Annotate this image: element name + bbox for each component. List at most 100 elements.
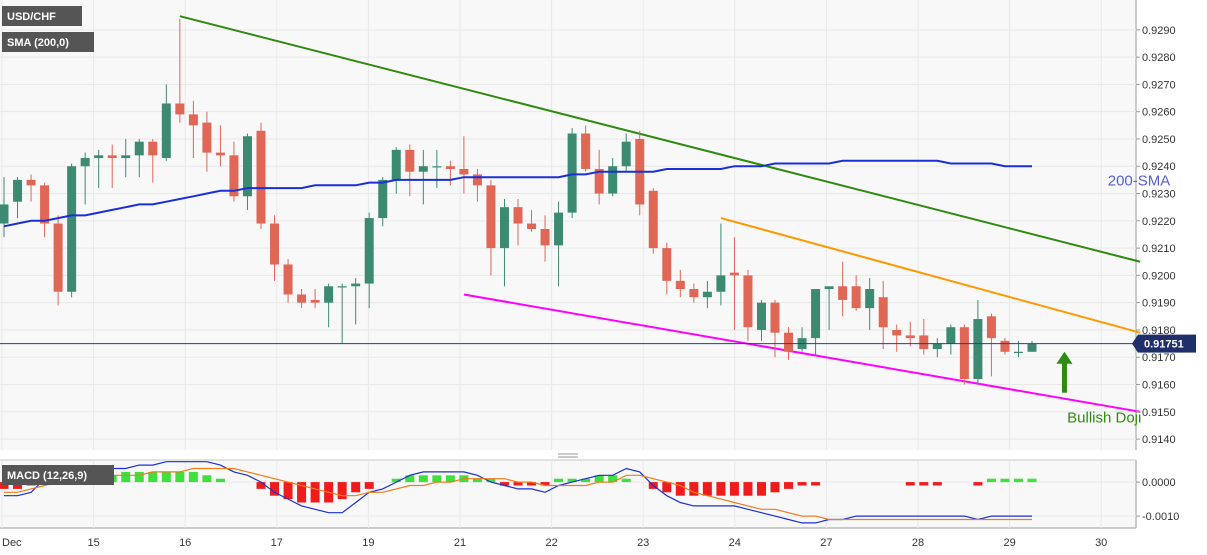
candle xyxy=(94,149,104,189)
candle xyxy=(824,286,834,330)
macd-histogram-bar xyxy=(215,478,225,483)
macd-histogram-bar xyxy=(418,475,428,483)
candle-body xyxy=(13,179,23,202)
trendline xyxy=(463,293,1141,413)
price-tick-label: 0.9200 xyxy=(1142,270,1176,282)
indicator-badge-bg xyxy=(2,32,94,52)
time-tick-label: 17 xyxy=(271,537,283,549)
candle-body xyxy=(973,319,983,380)
candle xyxy=(716,223,726,306)
macd-histogram-bar xyxy=(499,482,509,486)
candle xyxy=(1027,340,1037,352)
candle-body xyxy=(148,141,158,156)
candle xyxy=(675,269,685,298)
candle xyxy=(80,152,90,205)
macd-histogram-bar xyxy=(743,482,753,496)
candle xyxy=(932,338,942,358)
candle xyxy=(297,289,307,309)
price-tick-label: 0.9140 xyxy=(1142,434,1176,446)
price-tick-label: 0.9180 xyxy=(1142,325,1176,337)
macd-histogram-bar xyxy=(675,482,685,496)
candle-body xyxy=(256,130,266,224)
macd-histogram-bar xyxy=(608,475,618,483)
candle-body xyxy=(1013,351,1023,353)
up-arrow-icon xyxy=(1056,351,1073,393)
candle xyxy=(743,269,753,341)
symbol-badge-bg xyxy=(2,6,82,26)
candle-body xyxy=(459,168,469,175)
candle-body xyxy=(851,286,861,309)
candle xyxy=(161,84,171,161)
current-price-badge-bg xyxy=(1138,334,1196,353)
candle-body xyxy=(513,207,523,224)
candle-body xyxy=(865,289,875,309)
candle xyxy=(865,278,875,330)
macd-label: MACD (12,26,9) xyxy=(7,470,87,482)
candle xyxy=(838,261,848,317)
candle-body xyxy=(378,179,388,219)
candle-body xyxy=(472,174,482,186)
candle-body xyxy=(1027,343,1037,352)
macd-histogram-bar xyxy=(581,478,591,483)
candle xyxy=(770,299,780,358)
candle xyxy=(256,122,266,229)
candle-body xyxy=(986,316,996,339)
candle xyxy=(946,324,956,355)
time-tick-label: 30 xyxy=(1095,537,1107,549)
candle-body xyxy=(743,275,753,328)
macd-histogram-bar xyxy=(472,478,482,483)
candle-body xyxy=(107,155,117,159)
candle xyxy=(53,215,63,306)
macd-histogram-bar xyxy=(756,482,766,496)
candle xyxy=(959,324,969,385)
candle xyxy=(513,198,523,246)
candle-body xyxy=(26,179,36,186)
pane-divider[interactable] xyxy=(0,450,1136,460)
candle-body xyxy=(188,114,198,126)
candle-body xyxy=(959,327,969,380)
macd-histogram-bar xyxy=(1027,478,1037,483)
candle xyxy=(418,149,428,205)
macd-histogram-bar xyxy=(784,482,794,489)
macd-histogram-bar xyxy=(621,478,631,483)
macd-histogram-bar xyxy=(702,482,712,496)
sma-200-line xyxy=(3,159,1032,228)
candle-body xyxy=(499,207,509,249)
candle-body xyxy=(756,302,766,330)
time-tick-label: 24 xyxy=(729,537,741,549)
candle xyxy=(892,324,902,352)
price-tick-label: 0.9170 xyxy=(1142,352,1176,364)
candle xyxy=(148,138,158,183)
indicator-label: SMA (200,0) xyxy=(7,37,69,49)
candle-body xyxy=(391,149,401,180)
candle xyxy=(270,215,280,281)
candle-body xyxy=(445,166,455,169)
time-tick-label: 21 xyxy=(454,537,466,549)
macd-histogram-bar xyxy=(797,482,807,486)
macd-histogram-bar xyxy=(486,478,496,483)
current-price-value: 0.91751 xyxy=(1144,339,1184,351)
macd-histogram-bar xyxy=(689,482,699,496)
candle xyxy=(1000,338,1010,355)
candle-body xyxy=(364,218,374,284)
candle-body xyxy=(838,286,848,300)
candle xyxy=(527,209,537,232)
macd-histogram-bar xyxy=(445,475,455,483)
macd-histogram-bar xyxy=(1013,478,1023,483)
macd-histogram-bar xyxy=(662,482,672,493)
price-tick-label: 0.9210 xyxy=(1142,243,1176,255)
arrow-head xyxy=(1056,351,1073,364)
macd-plot-area xyxy=(0,460,1136,528)
candle-body xyxy=(811,289,821,339)
candle xyxy=(756,299,766,341)
candle-body xyxy=(351,283,361,287)
macd-badge-bg xyxy=(2,465,114,485)
candle xyxy=(851,275,861,311)
candle-body xyxy=(594,168,604,194)
candle xyxy=(378,177,388,227)
macd-histogram-bar xyxy=(567,478,577,483)
candle-body xyxy=(702,291,712,298)
symbol-label: USD/CHF xyxy=(7,11,56,23)
candle xyxy=(729,237,739,330)
candle xyxy=(986,313,996,377)
